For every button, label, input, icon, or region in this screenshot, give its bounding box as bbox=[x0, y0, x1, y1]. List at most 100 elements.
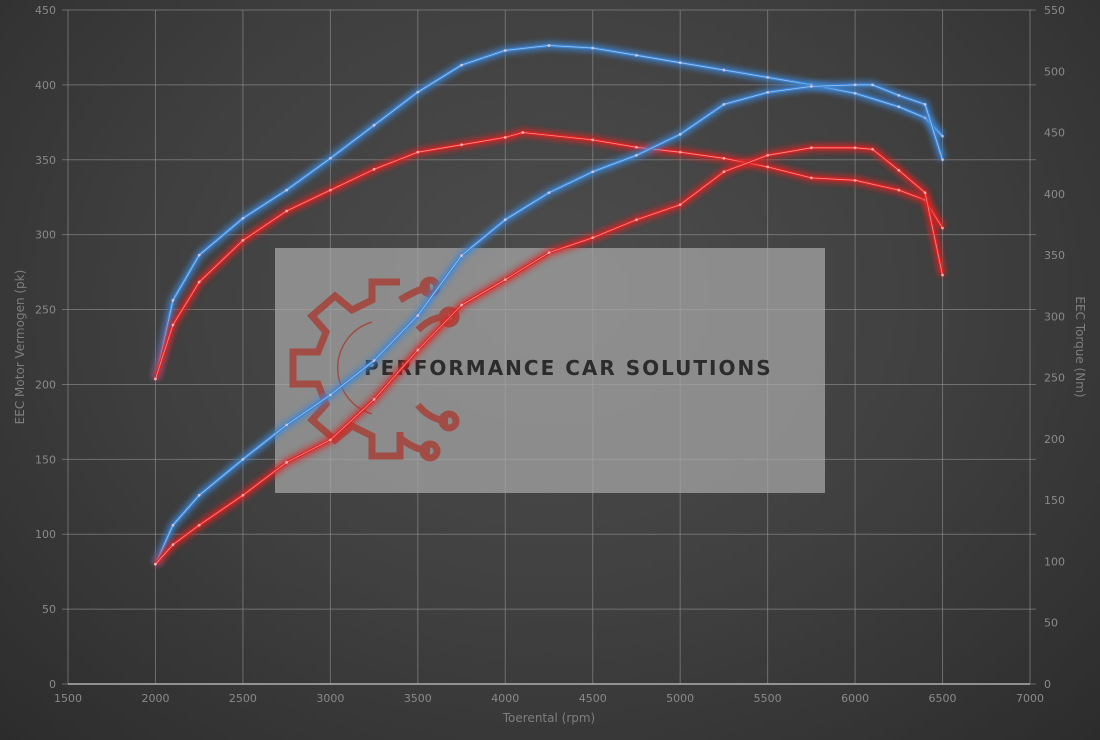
y-tick-label: 50 bbox=[42, 603, 56, 616]
data-point bbox=[285, 209, 289, 213]
data-point bbox=[171, 323, 175, 327]
y2-tick-label: 100 bbox=[1044, 555, 1065, 568]
x-axis-label: Toerental (rpm) bbox=[502, 711, 595, 725]
y2-tick-label: 350 bbox=[1044, 249, 1065, 262]
data-point bbox=[197, 523, 201, 527]
data-point bbox=[722, 170, 726, 174]
data-point bbox=[941, 158, 944, 162]
y-tick-label: 300 bbox=[35, 229, 56, 242]
data-point bbox=[285, 423, 289, 427]
data-point bbox=[460, 254, 463, 258]
y2-tick-label: 50 bbox=[1044, 617, 1058, 630]
data-point bbox=[285, 188, 289, 192]
series-0 bbox=[151, 41, 946, 381]
data-point bbox=[503, 278, 507, 281]
watermark-text: PERFORMANCE CAR SOLUTIONS bbox=[364, 356, 773, 380]
x-tick-label: 7000 bbox=[1016, 692, 1044, 705]
data-point bbox=[766, 90, 770, 94]
data-point bbox=[460, 63, 463, 67]
y2-tick-label: 200 bbox=[1044, 433, 1065, 446]
y-axis-label: EEC Motor Vermogen (pk) bbox=[13, 270, 27, 425]
y2-tick-label: 150 bbox=[1044, 494, 1065, 507]
data-point bbox=[766, 76, 770, 79]
data-point bbox=[809, 84, 813, 88]
data-point bbox=[853, 91, 857, 95]
y2-tick-label: 550 bbox=[1044, 4, 1065, 17]
data-point bbox=[941, 273, 944, 277]
data-point bbox=[197, 253, 201, 257]
data-point bbox=[635, 218, 638, 222]
data-point bbox=[328, 438, 332, 442]
data-point bbox=[328, 188, 332, 192]
data-point bbox=[678, 150, 682, 154]
data-point bbox=[766, 165, 770, 169]
y-tick-label: 250 bbox=[35, 304, 56, 317]
y-tick-label: 200 bbox=[35, 378, 56, 391]
data-point bbox=[923, 102, 927, 106]
data-point bbox=[503, 218, 507, 222]
data-point bbox=[547, 44, 551, 47]
data-point bbox=[547, 191, 551, 195]
data-point bbox=[635, 145, 638, 149]
x-tick-label: 5500 bbox=[754, 692, 782, 705]
series-2 bbox=[151, 80, 947, 566]
data-point bbox=[853, 146, 857, 150]
y-tick-label: 400 bbox=[35, 79, 56, 92]
data-point bbox=[853, 178, 857, 182]
data-point bbox=[503, 49, 507, 52]
y-tick-label: 150 bbox=[35, 453, 56, 466]
data-point bbox=[591, 46, 595, 50]
x-tick-label: 2500 bbox=[229, 692, 257, 705]
data-point bbox=[547, 251, 551, 255]
y-tick-label: 0 bbox=[49, 678, 56, 691]
data-point bbox=[941, 134, 944, 138]
data-point bbox=[853, 83, 857, 87]
data-point bbox=[154, 377, 157, 381]
series-lines bbox=[151, 41, 947, 567]
data-point bbox=[591, 170, 595, 174]
data-point bbox=[897, 188, 901, 192]
x-tick-label: 3000 bbox=[316, 692, 344, 705]
x-tick-label: 6000 bbox=[841, 692, 869, 705]
data-point bbox=[897, 105, 901, 109]
data-point bbox=[635, 153, 638, 157]
y2-tick-label: 400 bbox=[1044, 188, 1065, 201]
y2-tick-label: 450 bbox=[1044, 127, 1065, 140]
data-point bbox=[897, 168, 901, 172]
x-tick-label: 1500 bbox=[54, 692, 82, 705]
data-point bbox=[416, 314, 420, 317]
data-point bbox=[678, 203, 682, 207]
series-3 bbox=[152, 143, 947, 567]
data-point bbox=[416, 90, 420, 94]
data-point bbox=[591, 236, 595, 240]
data-point bbox=[372, 398, 376, 401]
data-point bbox=[372, 359, 376, 362]
data-point bbox=[197, 493, 201, 497]
data-point bbox=[372, 167, 376, 171]
data-point bbox=[591, 138, 595, 142]
y2-axis-label: EEC Torque (Nm) bbox=[1073, 296, 1087, 397]
data-point bbox=[285, 460, 289, 464]
data-point bbox=[197, 280, 201, 284]
x-tick-label: 4000 bbox=[491, 692, 519, 705]
y-tick-label: 350 bbox=[35, 154, 56, 167]
data-point bbox=[241, 238, 245, 242]
data-point bbox=[722, 156, 726, 160]
y2-tick-label: 500 bbox=[1044, 65, 1065, 78]
data-point bbox=[897, 93, 901, 97]
y2-tick-label: 250 bbox=[1044, 372, 1065, 385]
data-point bbox=[241, 493, 245, 497]
data-point bbox=[460, 303, 463, 307]
data-point bbox=[678, 132, 682, 136]
y-tick-label: 450 bbox=[35, 4, 56, 17]
tick-labels: 1500 2000 2500 3000 3500 4000 4500 5000 5500 6000… bbox=[35, 4, 1065, 705]
data-point bbox=[923, 191, 927, 195]
data-point bbox=[678, 61, 682, 65]
data-point bbox=[372, 123, 376, 127]
data-point bbox=[416, 150, 420, 154]
data-point bbox=[722, 102, 726, 106]
x-tick-label: 5000 bbox=[666, 692, 694, 705]
data-point bbox=[871, 147, 874, 151]
